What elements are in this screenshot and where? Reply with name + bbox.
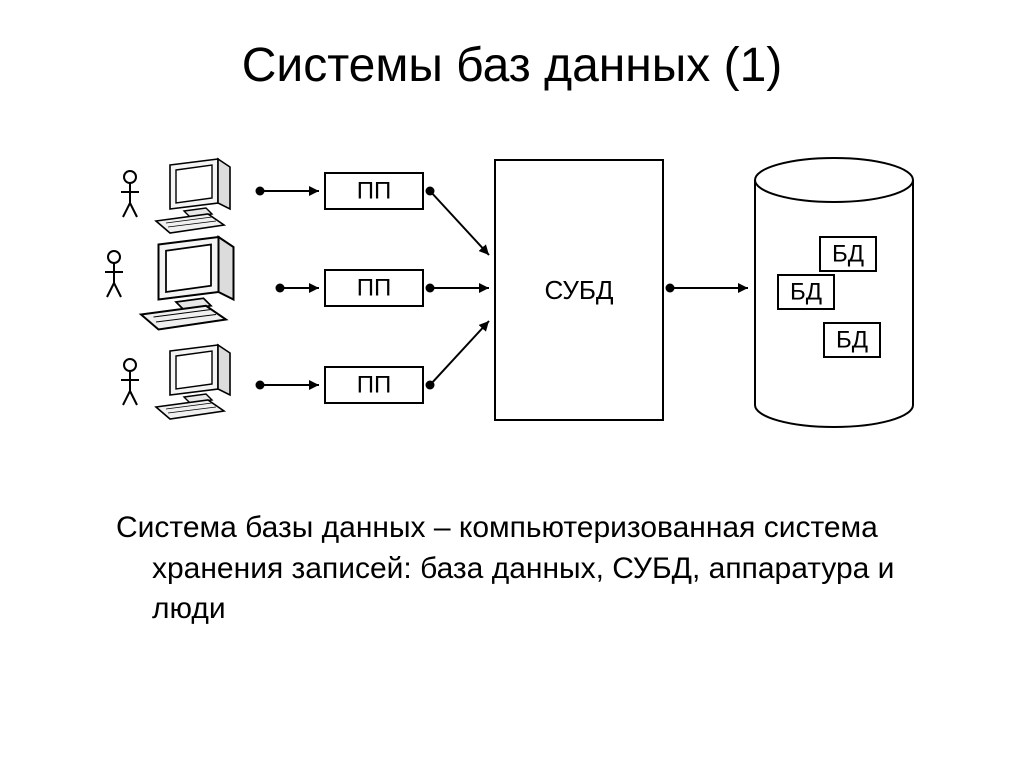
svg-text:ПП: ПП <box>357 275 392 302</box>
slide-caption: Система базы данных – компьютеризованная… <box>80 508 944 630</box>
diagram-svg: ПП ПП ПП СУБД БД БД БД <box>100 145 924 455</box>
svg-text:БД: БД <box>790 279 822 306</box>
svg-text:БД: БД <box>836 327 868 354</box>
slide: Системы баз данных (1) ППППППСУБДБДБДБД … <box>0 0 1024 768</box>
slide-title: Системы баз данных (1) <box>0 38 1024 93</box>
svg-text:СУБД: СУБД <box>544 275 613 305</box>
svg-text:ПП: ПП <box>357 372 392 399</box>
svg-text:ПП: ПП <box>357 178 392 205</box>
diagram-container: ПП ПП ПП СУБД БД БД БД <box>100 145 924 455</box>
svg-text:БД: БД <box>832 241 864 268</box>
